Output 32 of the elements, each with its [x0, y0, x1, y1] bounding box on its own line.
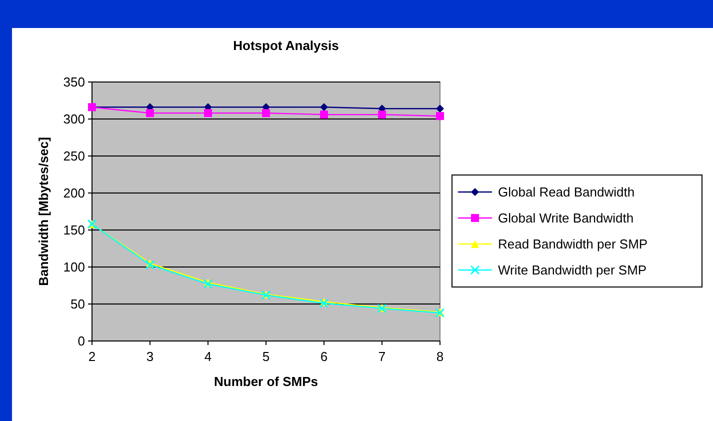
y-tick-label: 250 [63, 148, 85, 164]
point [436, 104, 444, 113]
x-tick-label: 7 [378, 349, 386, 364]
point [319, 298, 329, 308]
legend-label: Read Bandwidth per SMP [498, 236, 648, 252]
point [204, 109, 212, 118]
point [145, 260, 155, 270]
y-tick-label: 200 [63, 186, 85, 201]
y-tick-label: 300 [63, 112, 85, 127]
x-tick-label: 4 [204, 349, 212, 364]
x-tick-label: 3 [146, 349, 154, 364]
legend-label: Global Write Bandwidth [498, 210, 634, 226]
x-tick-label: 6 [320, 349, 328, 364]
y-tick-label: 50 [70, 296, 85, 312]
x-tick-label: 2 [88, 349, 96, 364]
legend-label: Write Bandwidth per SMP [498, 262, 647, 278]
point [262, 109, 270, 118]
y-tick-label: 100 [63, 260, 85, 275]
legend-label: Global Read Bandwidth [498, 184, 635, 200]
y-tick-label: 150 [63, 222, 85, 238]
point [436, 112, 444, 120]
point [320, 103, 328, 112]
y-tick-label: 0 [78, 334, 85, 349]
x-tick-label: 5 [262, 349, 270, 364]
x-axis-title: Number of SMPs [214, 374, 318, 389]
point [378, 110, 386, 119]
x-tick-label: 8 [436, 349, 444, 364]
y-tick-label: 350 [63, 74, 85, 90]
y-axis-title: Bandwidth [Mbytes/sec] [36, 137, 51, 286]
point [146, 109, 154, 118]
point [320, 110, 328, 119]
chart-title: Hotspot Analysis [233, 38, 339, 53]
